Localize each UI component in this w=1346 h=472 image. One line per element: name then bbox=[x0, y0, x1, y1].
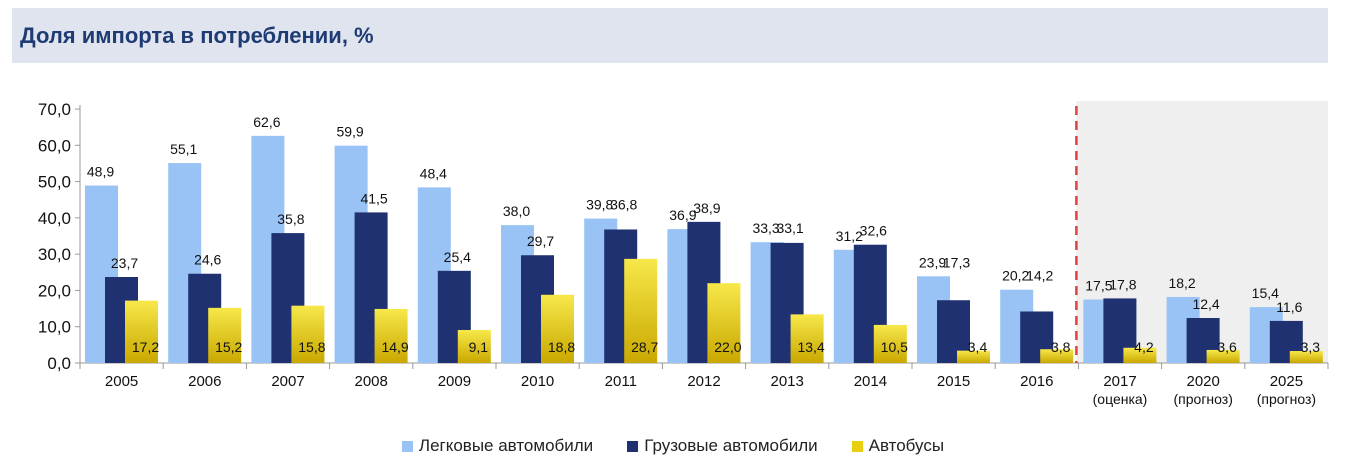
bar-chart: 0,0 10,0 20,0 30,0 40,0 50,0 60,0 70,0 48,9 23,7 1… bbox=[38, 100, 1329, 407]
x-tick-label: 2005 bbox=[105, 373, 138, 390]
x-tick-note: (прогноз) bbox=[1174, 391, 1233, 407]
data-label-trucks: 17,3 bbox=[943, 254, 970, 270]
data-label-buses: 15,8 bbox=[298, 339, 325, 355]
x-tick-label: 2006 bbox=[188, 373, 221, 390]
data-label-trucks: 25,4 bbox=[444, 249, 471, 265]
bar-buses bbox=[1123, 347, 1157, 363]
bar-buses bbox=[291, 305, 325, 363]
bar-buses bbox=[1040, 349, 1074, 363]
bar-buses bbox=[125, 300, 158, 363]
x-tick-label: 2009 bbox=[438, 373, 471, 390]
y-tick-label: 10,0 bbox=[38, 318, 71, 337]
bar-buses bbox=[541, 294, 574, 363]
data-label-trucks: 23,7 bbox=[111, 255, 138, 271]
x-tick-label: 2014 bbox=[854, 373, 887, 390]
x-tick-label: 2011 bbox=[605, 373, 637, 390]
bar-buses bbox=[208, 307, 242, 363]
data-label-passenger: 36,9 bbox=[669, 207, 696, 223]
y-tick-label: 70,0 bbox=[38, 100, 71, 119]
bar-buses bbox=[624, 258, 658, 363]
chart-title: Доля импорта в потреблении, % bbox=[20, 23, 374, 48]
y-tick-label: 0,0 bbox=[47, 354, 71, 373]
data-label-trucks: 24,6 bbox=[194, 252, 221, 268]
y-tick-label: 40,0 bbox=[38, 209, 71, 228]
data-label-buses: 14,9 bbox=[381, 339, 408, 355]
bar-buses bbox=[1289, 351, 1323, 363]
data-label-buses: 18,8 bbox=[548, 339, 575, 355]
data-label-buses: 3,3 bbox=[1301, 339, 1321, 355]
data-label-buses: 3,4 bbox=[968, 339, 988, 355]
data-label-buses: 4,2 bbox=[1134, 339, 1154, 355]
x-tick-label: 2012 bbox=[687, 373, 720, 390]
data-label-trucks: 32,6 bbox=[860, 223, 887, 239]
x-tick-label: 2013 bbox=[771, 373, 804, 390]
x-tick-label: 2017 bbox=[1103, 373, 1136, 390]
legend-swatch-buses bbox=[851, 440, 863, 452]
data-label-passenger: 55,1 bbox=[170, 141, 197, 157]
legend-label-trucks: Грузовые автомобили bbox=[644, 436, 818, 455]
data-label-buses: 9,1 bbox=[469, 339, 489, 355]
bar-buses bbox=[873, 324, 907, 363]
x-tick-label: 2008 bbox=[355, 373, 388, 390]
bar-buses bbox=[957, 350, 990, 363]
chart-legend: Легковые автомобили Грузовые автомобили … bbox=[0, 436, 1346, 456]
data-label-buses: 3,6 bbox=[1217, 339, 1237, 355]
x-tick-label: 2025 bbox=[1270, 373, 1303, 390]
x-tick-label: 2016 bbox=[1020, 373, 1053, 390]
data-label-buses: 17,2 bbox=[132, 339, 159, 355]
data-label-passenger: 59,9 bbox=[336, 124, 363, 140]
x-tick-label: 2010 bbox=[521, 373, 554, 390]
legend-item-trucks: Грузовые автомобили bbox=[627, 436, 818, 456]
bar-buses bbox=[1206, 349, 1240, 363]
data-label-trucks: 38,9 bbox=[693, 200, 720, 216]
data-label-passenger: 39,8 bbox=[586, 197, 613, 213]
legend-label-passenger: Легковые автомобили bbox=[418, 436, 594, 455]
data-label-passenger: 31,2 bbox=[836, 228, 863, 244]
bar-buses bbox=[707, 283, 741, 363]
data-label-passenger: 38,0 bbox=[503, 203, 530, 219]
y-tick-label: 60,0 bbox=[38, 136, 71, 155]
data-label-passenger: 33,3 bbox=[752, 220, 779, 236]
data-label-passenger: 17,5 bbox=[1085, 278, 1112, 294]
x-tick-label: 2015 bbox=[937, 373, 970, 390]
x-tick-note: (оценка) bbox=[1093, 391, 1148, 407]
y-tick-label: 30,0 bbox=[38, 245, 71, 264]
y-tick-label: 20,0 bbox=[38, 281, 71, 300]
legend-label-buses: Автобусы bbox=[868, 436, 945, 455]
data-label-buses: 10,5 bbox=[881, 339, 908, 355]
bar-buses bbox=[790, 314, 824, 363]
x-tick-note: (прогноз) bbox=[1257, 391, 1316, 407]
data-label-buses: 15,2 bbox=[215, 339, 242, 355]
legend-item-passenger: Легковые автомобили bbox=[401, 436, 594, 456]
data-label-trucks: 36,8 bbox=[610, 197, 637, 213]
data-label-passenger: 23,9 bbox=[919, 254, 946, 270]
data-label-passenger: 48,4 bbox=[420, 165, 447, 181]
data-label-trucks: 12,4 bbox=[1192, 296, 1219, 312]
data-label-buses: 28,7 bbox=[631, 339, 658, 355]
data-label-passenger: 62,6 bbox=[253, 114, 280, 130]
data-label-buses: 3,8 bbox=[1051, 339, 1071, 355]
data-label-trucks: 17,8 bbox=[1109, 276, 1136, 292]
data-label-passenger: 48,9 bbox=[87, 164, 114, 180]
data-label-passenger: 20,2 bbox=[1002, 268, 1029, 284]
bar-buses bbox=[457, 329, 491, 363]
legend-item-buses: Автобусы bbox=[851, 436, 945, 456]
data-label-trucks: 41,5 bbox=[360, 190, 387, 206]
x-tick-label: 2007 bbox=[271, 373, 304, 390]
x-tick-label: 2020 bbox=[1187, 373, 1220, 390]
legend-swatch-trucks bbox=[627, 440, 639, 452]
data-label-passenger: 15,4 bbox=[1252, 285, 1279, 301]
chart-header: Доля импорта в потреблении, % bbox=[12, 8, 1328, 63]
data-label-buses: 22,0 bbox=[714, 339, 741, 355]
bar-buses bbox=[374, 308, 408, 363]
data-label-buses: 13,4 bbox=[797, 339, 824, 355]
data-label-trucks: 11,6 bbox=[1276, 299, 1302, 315]
y-tick-label: 50,0 bbox=[38, 173, 71, 192]
data-label-trucks: 33,1 bbox=[776, 220, 803, 236]
data-label-trucks: 35,8 bbox=[277, 211, 304, 227]
data-label-passenger: 18,2 bbox=[1168, 275, 1195, 291]
legend-swatch-passenger bbox=[401, 440, 413, 452]
data-label-trucks: 14,2 bbox=[1026, 268, 1053, 284]
data-label-trucks: 29,7 bbox=[527, 233, 554, 249]
